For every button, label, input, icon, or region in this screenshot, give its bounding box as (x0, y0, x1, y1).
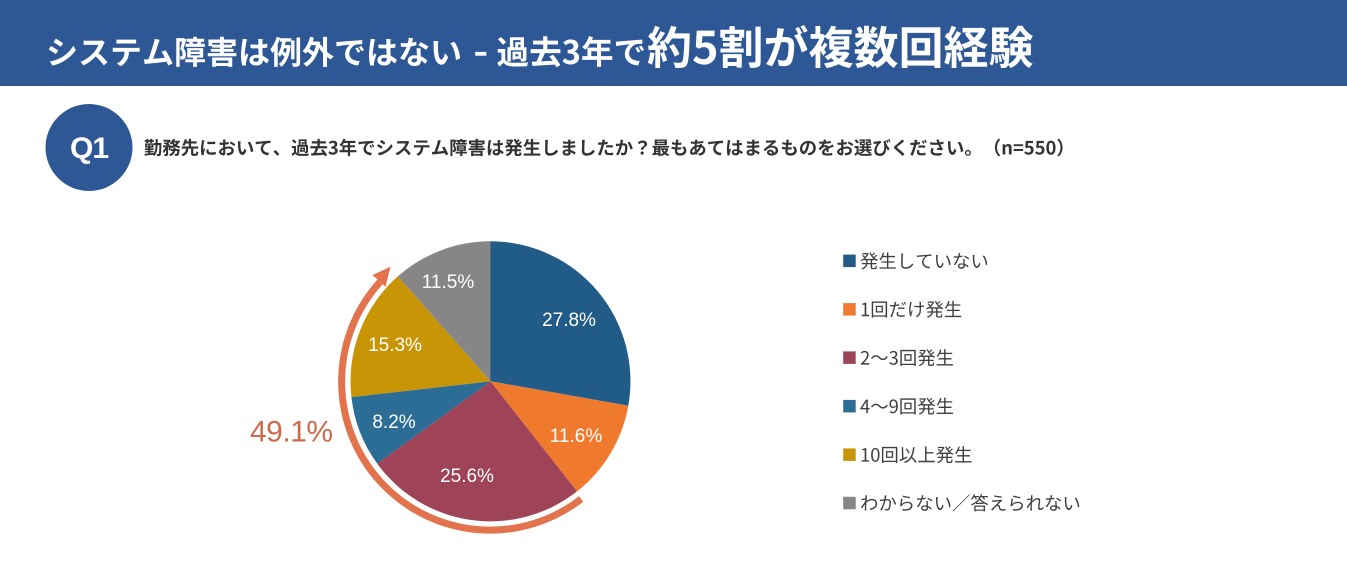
svg-text:Q1: Q1 (70, 132, 108, 165)
svg-text:49.1%: 49.1% (250, 416, 333, 449)
svg-text:11.5%: 11.5% (422, 272, 475, 293)
svg-text:11.6%: 11.6% (550, 426, 603, 447)
svg-text:25.6%: 25.6% (440, 466, 494, 487)
svg-text:27.8%: 27.8% (542, 310, 596, 331)
svg-text:15.3%: 15.3% (368, 335, 422, 356)
svg-text:8.2%: 8.2% (372, 412, 415, 433)
